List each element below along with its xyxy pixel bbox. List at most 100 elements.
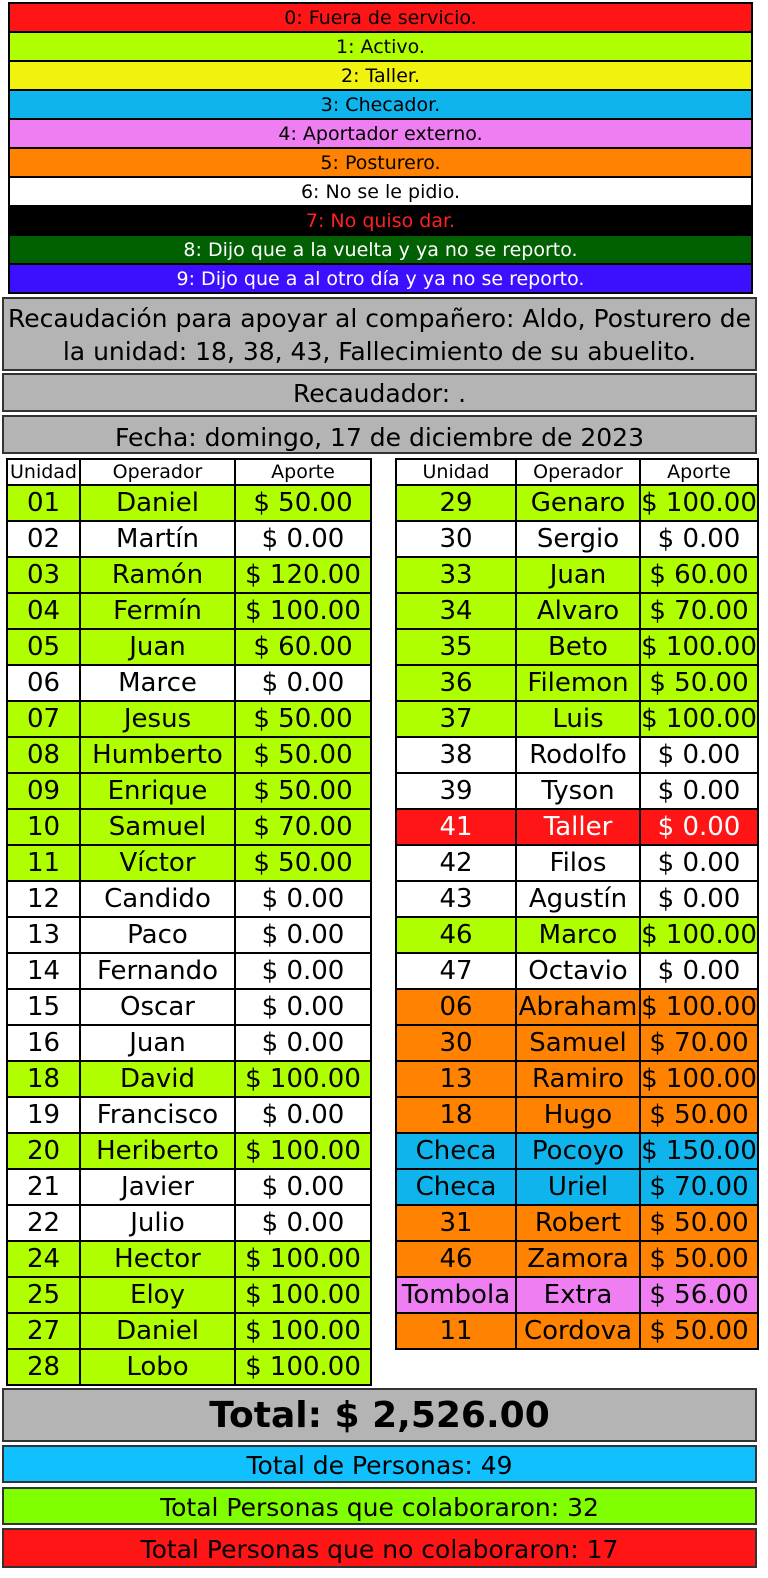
column-header-aporte: Aporte [234,458,372,486]
total-non-contributors: Total Personas que no colaboraron: 17 [2,1528,757,1568]
cell-operador: Zamora [515,1240,641,1278]
cell-aporte: $ 0.00 [234,880,372,918]
table-row: Checa Uriel $ 70.00 [395,1168,759,1206]
column-header-aporte: Aporte [639,458,759,486]
cell-aporte: $ 100.00 [234,1348,372,1386]
date-label: Fecha: domingo, 17 de diciembre de 2023 [2,415,757,454]
cell-operador: Luis [515,700,641,738]
table-row: 18 Hugo $ 50.00 [395,1096,759,1134]
cell-unidad: 22 [6,1204,81,1242]
table-row: 11 Cordova $ 50.00 [395,1312,759,1350]
table-row: 10 Samuel $ 70.00 [6,808,372,846]
cell-unidad: 21 [6,1168,81,1206]
cell-aporte: $ 50.00 [234,844,372,882]
cell-operador: Marce [79,664,236,702]
cell-operador: Extra [515,1276,641,1314]
cell-unidad: 41 [395,808,517,846]
cell-operador: Samuel [79,808,236,846]
cell-aporte: $ 50.00 [639,1204,759,1242]
cell-operador: Francisco [79,1096,236,1134]
cell-unidad: 07 [6,700,81,738]
cell-operador: Candido [79,880,236,918]
cell-aporte: $ 0.00 [234,1168,372,1206]
legend-item: 1: Activo. [10,33,751,62]
table-row: 13 Paco $ 0.00 [6,916,372,954]
cell-unidad: 10 [6,808,81,846]
cell-operador: Fermín [79,592,236,630]
cell-unidad: 14 [6,952,81,990]
table-row: 31 Robert $ 50.00 [395,1204,759,1242]
collection-title: Recaudación para apoyar al compañero: Al… [2,297,757,371]
cell-unidad: 34 [395,592,517,630]
column-header-unidad: Unidad [6,458,81,486]
cell-aporte: $ 50.00 [639,1240,759,1278]
cell-unidad: 25 [6,1276,81,1314]
cell-operador: Filemon [515,664,641,702]
table-row: 38 Rodolfo $ 0.00 [395,736,759,774]
cell-unidad: Checa [395,1168,517,1206]
legend-item: 3: Checador. [10,91,751,120]
table-row: 11 Víctor $ 50.00 [6,844,372,882]
cell-unidad: 20 [6,1132,81,1170]
total-contributors: Total Personas que colaboraron: 32 [2,1487,757,1525]
cell-operador: Eloy [79,1276,236,1314]
cell-unidad: 13 [6,916,81,954]
total-people: Total de Personas: 49 [2,1445,757,1483]
table-row: 41 Taller $ 0.00 [395,808,759,846]
table-row: 46 Marco $ 100.00 [395,916,759,954]
cell-operador: Octavio [515,952,641,990]
cell-unidad: 12 [6,880,81,918]
cell-unidad: Tombola [395,1276,517,1314]
cell-unidad: 30 [395,1024,517,1062]
contributions-table-right: Unidad Operador Aporte 29 Genaro $ 100.00 3… [395,458,759,1350]
cell-aporte: $ 0.00 [234,1096,372,1134]
cell-operador: Humberto [79,736,236,774]
column-header-unidad: Unidad [395,458,517,486]
cell-unidad: 18 [6,1060,81,1098]
cell-aporte: $ 0.00 [234,664,372,702]
cell-aporte: $ 0.00 [639,520,759,558]
table-row: 21 Javier $ 0.00 [6,1168,372,1206]
table-row: 06 Marce $ 0.00 [6,664,372,702]
cell-operador: Robert [515,1204,641,1242]
cell-unidad: 06 [395,988,517,1026]
table-row: 20 Heriberto $ 100.00 [6,1132,372,1170]
cell-aporte: $ 70.00 [639,1168,759,1206]
table-row: Checa Pocoyo $ 150.00 [395,1132,759,1170]
cell-operador: Sergio [515,520,641,558]
cell-operador: Taller [515,808,641,846]
cell-operador: Javier [79,1168,236,1206]
legend-item: 6: No se le pidio. [10,178,751,207]
table-row: 25 Eloy $ 100.00 [6,1276,372,1314]
cell-unidad: 08 [6,736,81,774]
legend-item: 7: No quiso dar. [10,207,751,236]
table-row: 24 Hector $ 100.00 [6,1240,372,1278]
cell-operador: Filos [515,844,641,882]
legend-item: 4: Aportador externo. [10,120,751,149]
cell-unidad: 01 [6,484,81,522]
table-row: Tombola Extra $ 56.00 [395,1276,759,1314]
cell-aporte: $ 0.00 [639,844,759,882]
cell-unidad: 24 [6,1240,81,1278]
cell-unidad: 39 [395,772,517,810]
contributions-table-left: Unidad Operador Aporte 01 Daniel $ 50.00 02… [6,458,372,1386]
cell-aporte: $ 0.00 [234,988,372,1026]
cell-operador: Ramón [79,556,236,594]
table-row: 34 Alvaro $ 70.00 [395,592,759,630]
cell-aporte: $ 50.00 [639,664,759,702]
cell-unidad: 15 [6,988,81,1026]
legend-item: 2: Taller. [10,62,751,91]
cell-operador: Juan [79,628,236,666]
cell-aporte: $ 0.00 [234,916,372,954]
cell-operador: Tyson [515,772,641,810]
cell-aporte: $ 60.00 [639,556,759,594]
table-row: 33 Juan $ 60.00 [395,556,759,594]
cell-aporte: $ 0.00 [639,736,759,774]
cell-aporte: $ 50.00 [639,1312,759,1350]
cell-operador: Pocoyo [515,1132,641,1170]
cell-unidad: 33 [395,556,517,594]
cell-aporte: $ 100.00 [639,1060,759,1098]
cell-aporte: $ 50.00 [234,700,372,738]
table-row: 16 Juan $ 0.00 [6,1024,372,1062]
cell-aporte: $ 100.00 [639,628,759,666]
